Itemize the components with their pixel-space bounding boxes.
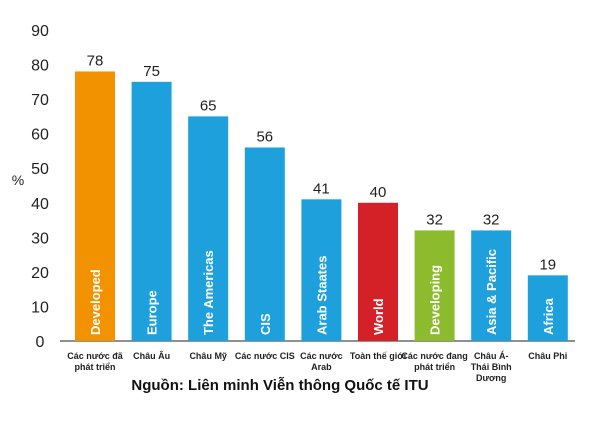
bar (527, 275, 568, 341)
bar-inside-label: Developed (88, 269, 103, 335)
bar (244, 147, 285, 341)
bar-value-label: 40 (370, 184, 387, 201)
x-tick-label: Châu Âu (133, 350, 170, 361)
x-tick-label: Các nước CIS (235, 351, 295, 361)
bar-value-label: 19 (539, 256, 556, 273)
bars (75, 71, 568, 341)
bar-inside-label: Arab Staates (314, 256, 329, 335)
y-tick-label: 30 (31, 230, 49, 247)
x-tick-label: Các nước (300, 351, 342, 361)
x-tick-label: Toàn thế giới (350, 351, 406, 361)
bar-inside-label: World (371, 298, 386, 335)
bar-inside-label: Asia & Pacific (484, 249, 499, 335)
bar-value-label: 75 (143, 63, 160, 80)
bar-value-label: 56 (256, 128, 273, 145)
x-tick-label: phát triển (74, 362, 115, 372)
bar-inside-label: Africa (541, 297, 556, 335)
x-tick-label: Dương (476, 373, 506, 383)
x-tick-label: Châu Mỹ (189, 351, 227, 361)
x-tick-label: Thái Bình (471, 362, 512, 372)
x-tick-label: Các nước đang (401, 351, 467, 361)
y-axis-label: % (12, 172, 24, 188)
x-tick-label: Châu Phi (528, 351, 567, 361)
y-tick-label: 0 (36, 334, 45, 351)
x-tick-label: Arab (311, 362, 332, 372)
bar (471, 230, 512, 341)
bar-inside-label: Europe (145, 290, 160, 335)
y-tick-label: 90 (31, 23, 49, 40)
bar-inside-label: CIS (258, 313, 273, 335)
y-tick-label: 80 (31, 58, 49, 75)
y-tick-label: 60 (31, 127, 49, 144)
y-tick-label: 70 (31, 92, 49, 109)
bar-value-label: 78 (87, 52, 104, 69)
bar (358, 202, 398, 341)
x-tick-label: phát triển (414, 362, 455, 372)
x-tick-label: Các nước đã (67, 351, 123, 361)
bar (75, 71, 115, 341)
x-tick-label: Châu Á- (474, 351, 509, 361)
bar-value-label: 41 (313, 180, 330, 197)
bar (188, 116, 229, 341)
bar (414, 230, 455, 341)
bar (301, 199, 342, 341)
y-tick-label: 20 (31, 265, 49, 282)
y-tick-label: 10 (31, 299, 49, 316)
y-tick-label: 50 (31, 161, 49, 178)
bar-value-label: 32 (426, 211, 443, 228)
bar (131, 81, 172, 341)
bar-inside-label: Developing (428, 265, 443, 335)
source-caption: Nguồn: Liên minh Viễn thông Quốc tế ITU (131, 377, 428, 394)
y-tick-label: 40 (31, 196, 49, 213)
bar-value-label: 65 (200, 97, 217, 114)
bar-inside-label: The Americas (201, 250, 216, 335)
bar-value-label: 32 (483, 211, 500, 228)
